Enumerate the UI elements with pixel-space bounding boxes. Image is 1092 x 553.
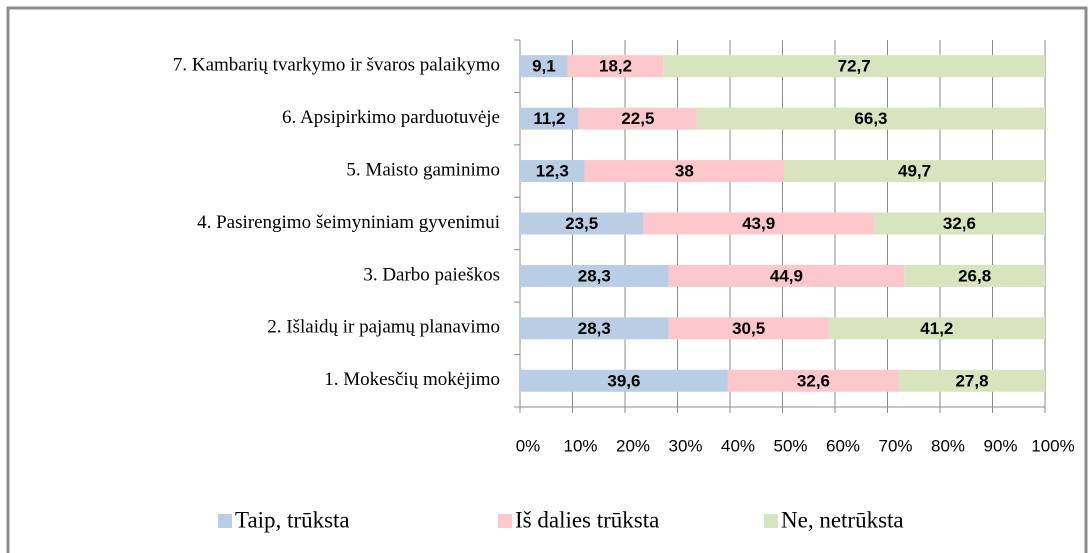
x-tick-label: 30% — [668, 436, 702, 455]
data-label: 9,1 — [532, 57, 556, 76]
data-label: 66,3 — [854, 109, 887, 128]
bar-segment — [784, 160, 1045, 183]
data-label: 43,9 — [742, 214, 775, 233]
x-tick-label: 70% — [878, 436, 912, 455]
data-label: 32,6 — [797, 371, 830, 390]
bar-segment — [584, 160, 785, 183]
data-label: 39,6 — [607, 371, 640, 390]
bar-segment — [668, 317, 829, 340]
x-tick-label: 10% — [563, 436, 597, 455]
x-tick-label: 80% — [931, 436, 965, 455]
data-label: 23,5 — [565, 214, 598, 233]
bar-segment — [643, 212, 874, 235]
bar-segment — [899, 369, 1045, 392]
legend-swatch — [498, 514, 512, 528]
bar-segment — [520, 317, 669, 340]
category-label: 2. Išlaidų ir pajamų planavimo — [267, 317, 500, 338]
legend-swatch — [218, 514, 232, 528]
x-tick-label: 50% — [773, 436, 807, 455]
legend-swatch — [764, 514, 778, 528]
category-label: 6. Apsipirkimo parduotuvėje — [282, 107, 500, 128]
data-label: 11,2 — [533, 109, 565, 128]
data-label: 32,6 — [943, 214, 976, 233]
bar-segment — [520, 160, 585, 183]
category-label: 3. Darbo paieškos — [363, 264, 500, 285]
data-label: 44,9 — [770, 266, 803, 285]
x-tick-label: 40% — [721, 436, 755, 455]
bar-segment — [663, 55, 1045, 78]
bar-segment — [520, 212, 644, 235]
bar-segment — [578, 107, 697, 130]
bar-segment — [520, 107, 579, 130]
bar-segment — [727, 369, 900, 392]
bar-segment — [520, 55, 568, 78]
bar-segment — [828, 317, 1045, 340]
bar-segment — [904, 264, 1045, 287]
data-label: 28,3 — [578, 319, 611, 338]
bar-segment — [873, 212, 1045, 235]
data-label: 28,3 — [578, 266, 611, 285]
x-tick-label: 20% — [616, 436, 650, 455]
data-label: 72,7 — [838, 57, 871, 76]
data-label: 27,8 — [955, 371, 988, 390]
x-tick-label: 60% — [826, 436, 860, 455]
data-label: 38 — [675, 162, 694, 181]
bar-segment — [520, 369, 728, 392]
x-tick-label: 90% — [983, 436, 1017, 455]
bar-segment — [668, 264, 905, 287]
category-label: 5. Maisto gaminimo — [346, 159, 500, 180]
legend-label: Iš dalies trūksta — [515, 507, 659, 532]
legend-label: Ne, netrūksta — [781, 507, 904, 532]
data-label: 12,3 — [536, 162, 569, 181]
x-tick-label: 100% — [1031, 436, 1074, 455]
data-label: 41,2 — [920, 319, 953, 338]
data-label: 49,7 — [898, 162, 931, 181]
data-label: 22,5 — [621, 109, 654, 128]
x-tick-label: 0% — [516, 436, 541, 455]
data-label: 18,2 — [599, 57, 632, 76]
category-label: 7. Kambarių tvarkymo ir švaros palaikymo — [173, 55, 500, 76]
category-label: 4. Pasirengimo šeimyniniam gyvenimui — [197, 212, 500, 233]
bar-segment — [520, 264, 669, 287]
legend-label: Taip, trūksta — [235, 507, 350, 532]
data-label: 30,5 — [732, 319, 765, 338]
data-label: 26,8 — [958, 266, 991, 285]
category-label: 1. Mokesčių mokėjimo — [324, 369, 500, 390]
bar-segment — [567, 55, 664, 78]
bar-segment — [696, 107, 1045, 130]
